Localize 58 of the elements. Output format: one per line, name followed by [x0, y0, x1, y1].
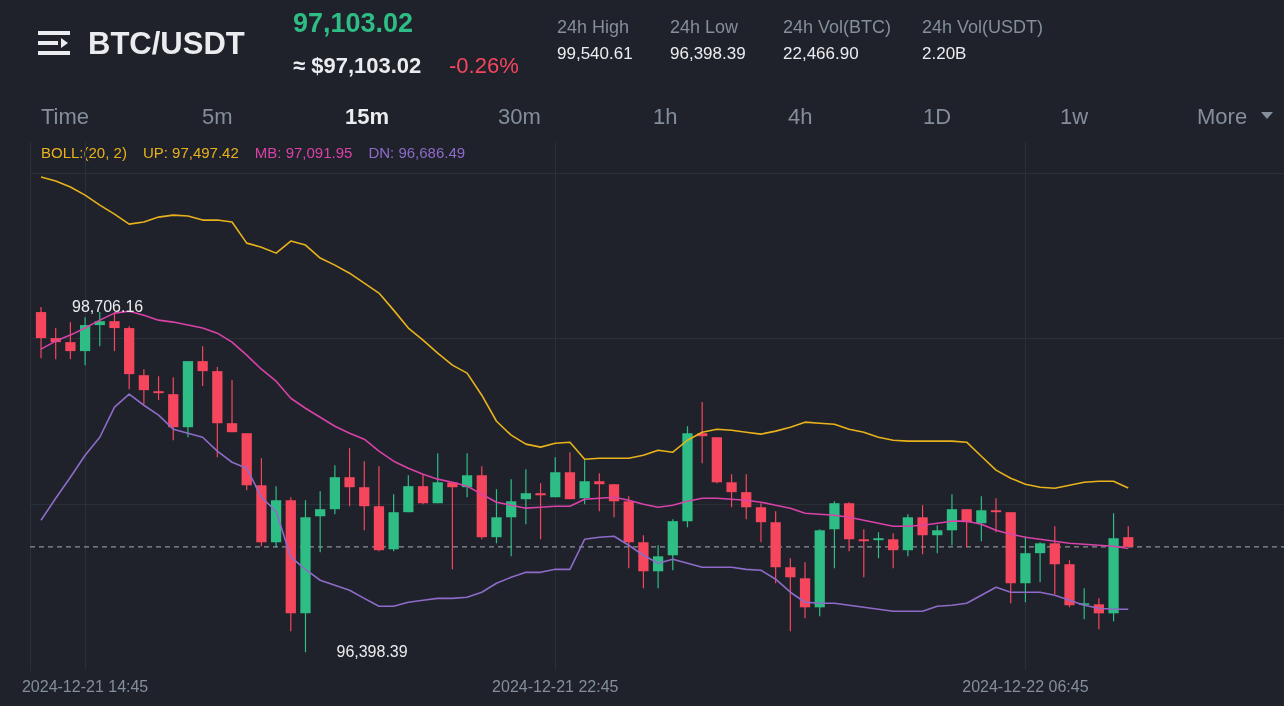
candlestick [153, 375, 164, 401]
annotation: 98,706.16 [72, 297, 144, 315]
text: More [1197, 104, 1248, 130]
text: 15m [345, 104, 390, 130]
text: DN: 96,686.49 [368, 144, 466, 161]
candlestick [417, 473, 429, 505]
legend-title: BOLL:(20, 2) [41, 144, 127, 161]
candlestick [579, 459, 590, 505]
candlestick [785, 557, 796, 632]
text: 5m [202, 104, 233, 130]
text: 24h High [557, 17, 631, 38]
candlestick [976, 495, 987, 542]
candlestick [344, 447, 355, 507]
candlestick [65, 321, 76, 360]
text: 1D [923, 104, 952, 130]
candlestick [594, 472, 605, 512]
text: -0.26% [449, 53, 519, 79]
candlestick [226, 379, 238, 433]
text: 24h Vol(USDT) [922, 17, 1044, 38]
text: 24h Vol(BTC) [783, 17, 892, 38]
text: ≈ $97,103.02 [293, 53, 422, 79]
x-tick-label: 2024-12-21 22:45 [492, 678, 619, 696]
candlestick [990, 497, 1002, 533]
x-tick-label: 2024-12-21 14:45 [21, 678, 149, 696]
candlestick [197, 345, 208, 387]
text: 30m [498, 104, 541, 130]
text: 1w [1060, 104, 1089, 130]
text: UP: 97,497.42 [142, 144, 239, 161]
candlestick [535, 482, 546, 540]
candlestick [888, 532, 899, 569]
text: 22,466.90 [783, 44, 860, 64]
candlestick [1123, 525, 1134, 548]
candlestick [755, 502, 767, 543]
candlestick [520, 468, 532, 525]
candlestick [726, 473, 737, 508]
text: 2.20B [922, 44, 968, 64]
candlestick [1034, 541, 1046, 583]
x-tick-label: 2024-12-22 06:45 [962, 678, 1089, 696]
text: 24h Low [670, 17, 740, 38]
text: Time [41, 104, 90, 130]
candlestick [491, 488, 502, 544]
candlestick [432, 452, 443, 504]
text: 96,398.39 [670, 44, 746, 64]
candlestick [932, 524, 943, 554]
text: 99,540.61 [557, 44, 633, 64]
candlestick [1049, 525, 1060, 595]
candlestick [315, 490, 326, 553]
chart-title: BTC/USDT [88, 26, 245, 62]
candlestick [138, 368, 150, 405]
text: MB: 97,091.95 [254, 144, 353, 161]
text: 97,103.02 [293, 8, 414, 39]
annotation: 96,398.39 [336, 642, 408, 660]
candlestick [359, 460, 370, 531]
candlestick [917, 504, 928, 555]
text: 1h [653, 104, 678, 130]
text: 4h [788, 104, 813, 130]
candlestick [873, 531, 884, 559]
candlestick [858, 528, 869, 578]
